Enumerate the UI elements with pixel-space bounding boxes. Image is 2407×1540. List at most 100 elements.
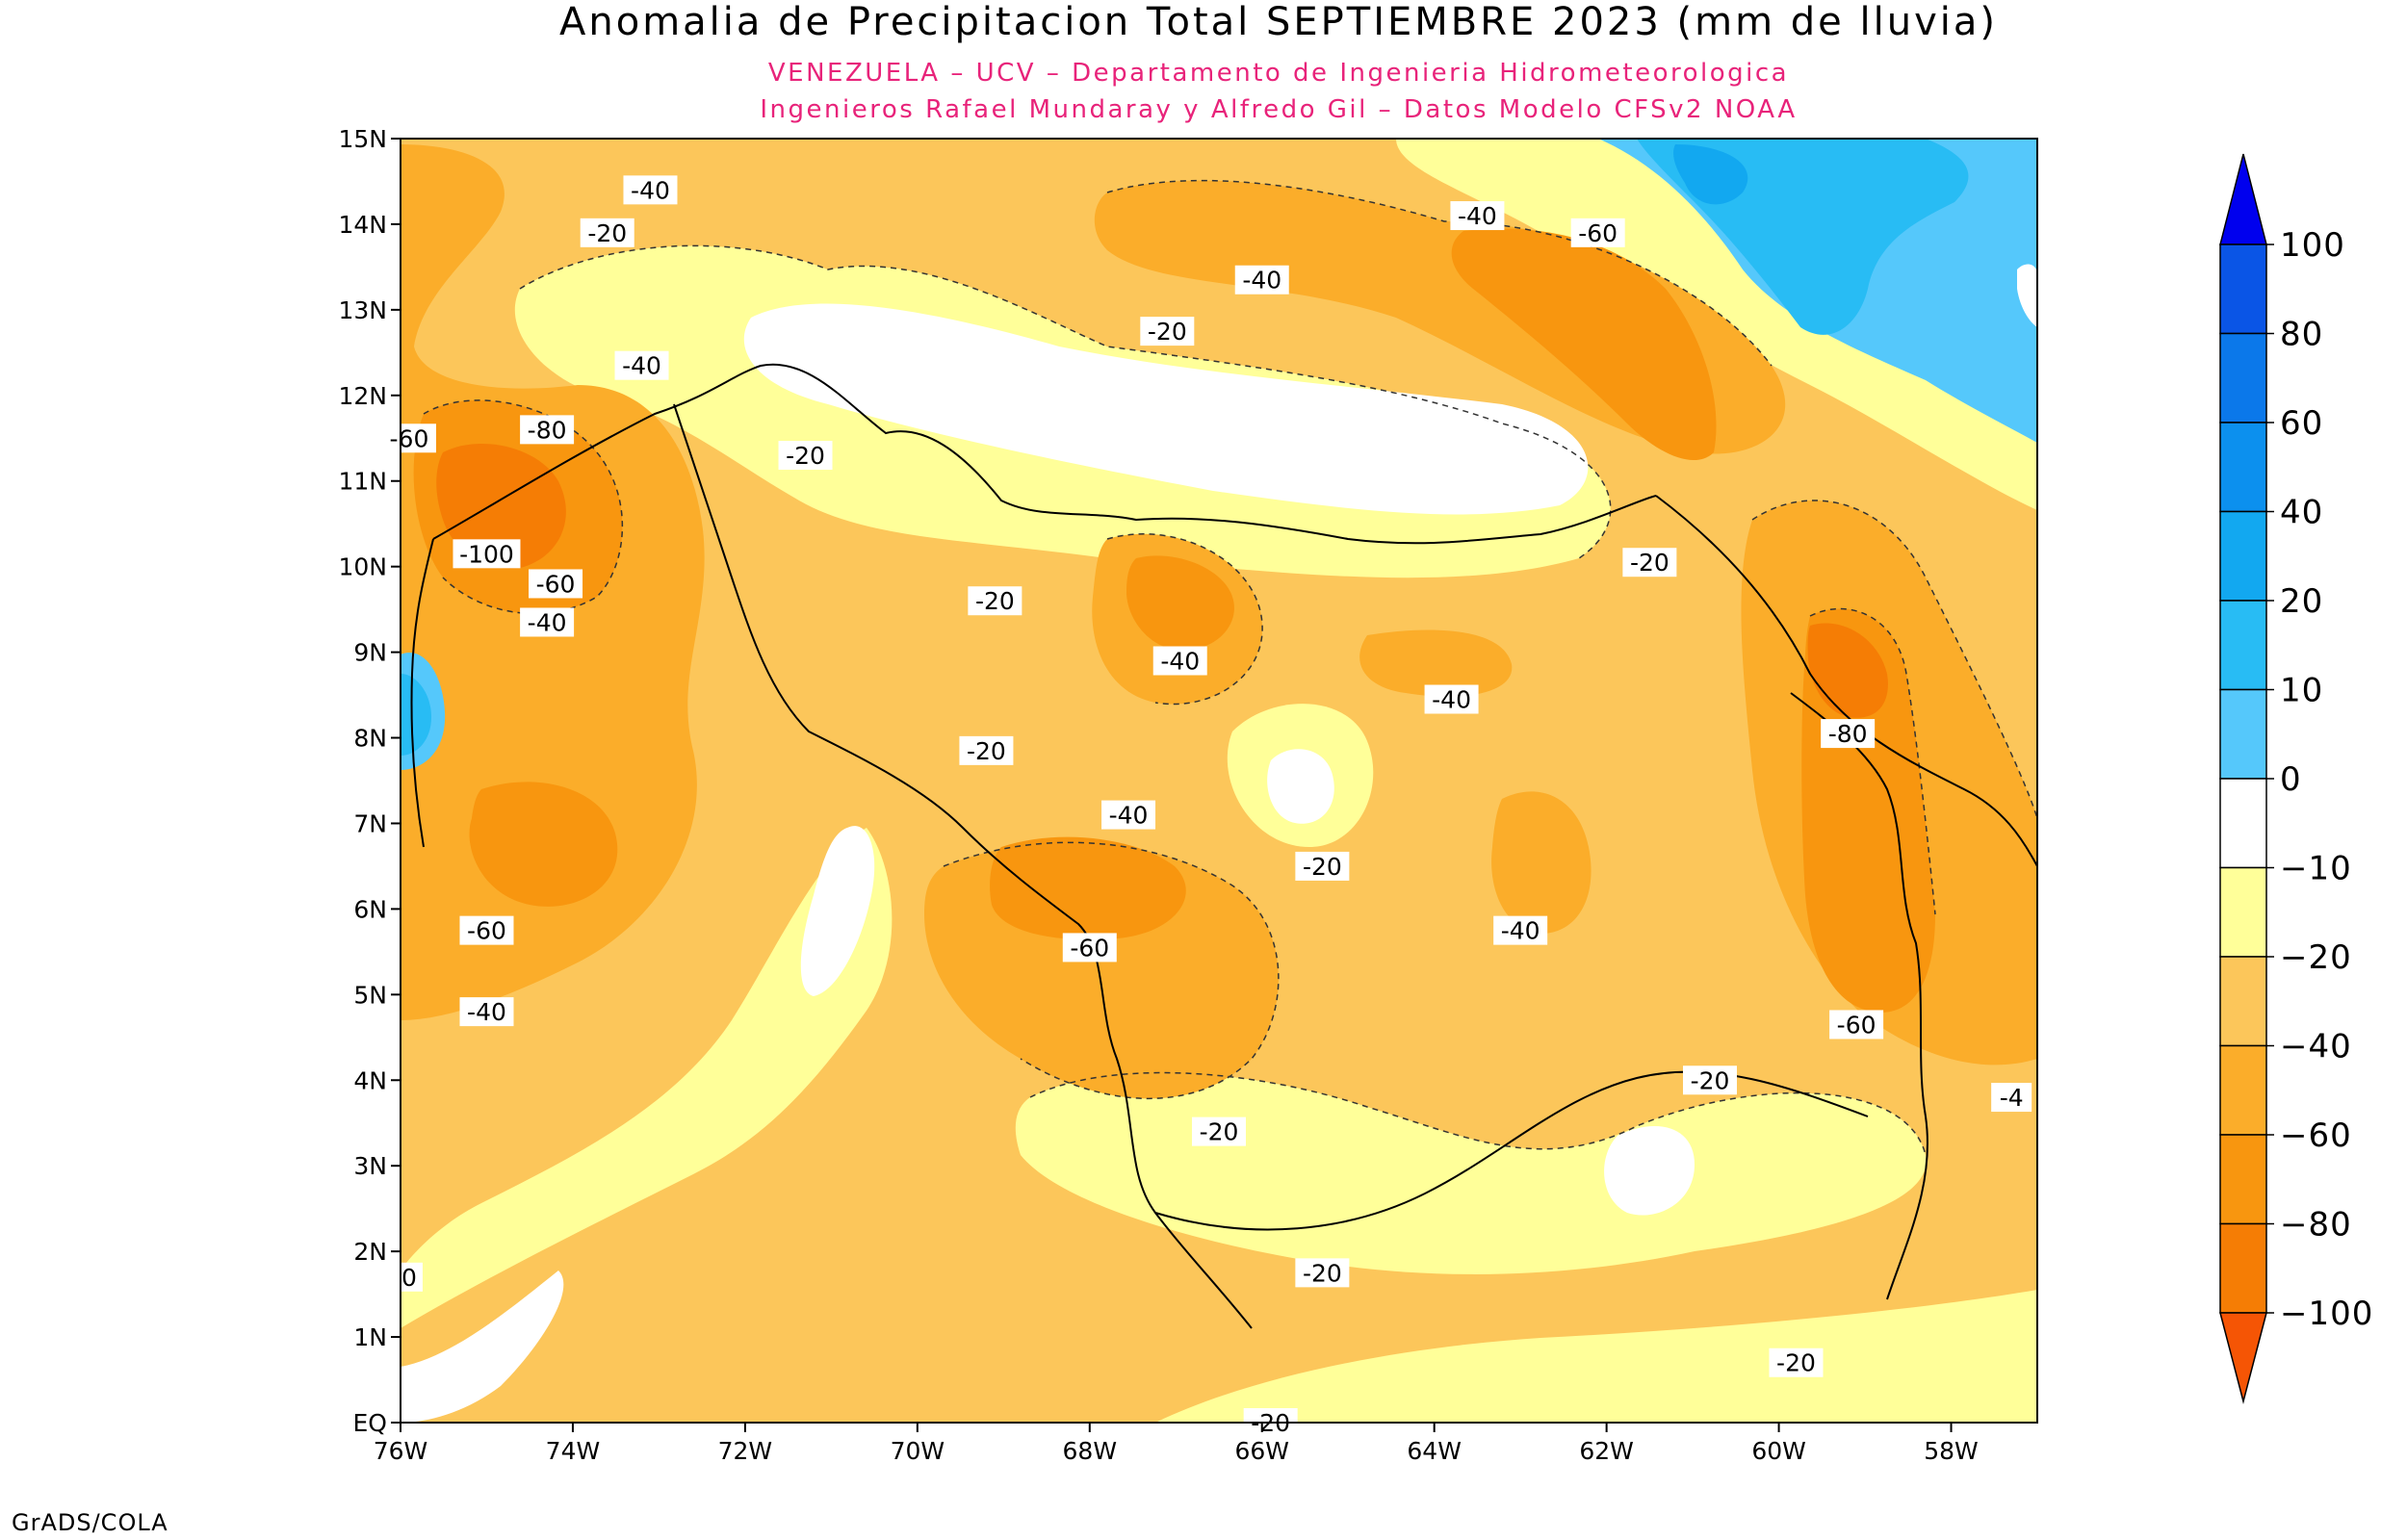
anomaly-shading xyxy=(401,139,2037,1423)
contour-label-box xyxy=(1295,1258,1350,1288)
contour-line xyxy=(519,244,1612,559)
contour-label-text: -20 xyxy=(1630,549,1669,577)
coast-west-colombia xyxy=(410,538,434,848)
contour-label-text: -60 xyxy=(467,917,506,945)
contour-label-box xyxy=(381,424,436,453)
contour-label-box xyxy=(1769,1348,1824,1377)
contour-label: -20 xyxy=(778,441,833,471)
contour-label: -60 xyxy=(1829,1010,1884,1040)
contour-line xyxy=(1751,500,2037,819)
contour-label: -40 xyxy=(1424,684,1479,714)
shade-minus80-west xyxy=(436,444,566,569)
contour-label-box xyxy=(520,415,575,445)
contour-label-box xyxy=(1192,1116,1246,1146)
contour-line xyxy=(423,399,623,615)
contour-label-text: -80 xyxy=(528,416,567,444)
colorbar-label: −80 xyxy=(2280,1206,2352,1245)
contour-label-box xyxy=(520,607,575,637)
contour-label: -40 xyxy=(1450,201,1505,231)
colorbar-box xyxy=(2219,510,2267,602)
contour-label-text: -4 xyxy=(2000,1084,2024,1112)
colorbar-box xyxy=(2219,956,2267,1047)
contour-label: -20 xyxy=(1769,1348,1824,1377)
contour-label-box xyxy=(459,997,514,1027)
contour-label-box xyxy=(959,735,1014,765)
colorbar-bottom-arrow xyxy=(2219,1312,2267,1404)
contour-label-text: -20 xyxy=(967,737,1006,765)
contour-label-box xyxy=(778,441,833,471)
lon-tick-label: 58W xyxy=(1924,1437,1979,1465)
lat-tick-label: 9N xyxy=(353,639,387,667)
colorbar-label: −100 xyxy=(2280,1295,2373,1333)
map-frame xyxy=(400,138,2038,1424)
contour-label: -100 xyxy=(453,539,521,569)
contour-line xyxy=(1809,607,1936,915)
shade-minus80-east xyxy=(1807,623,1888,718)
contour-label: -4 xyxy=(1991,1083,2032,1113)
contour-label-text: -40 xyxy=(1242,267,1281,295)
shade-white-central xyxy=(1267,749,1334,824)
contour-label-box xyxy=(614,350,669,380)
lon-tick-label: 66W xyxy=(1234,1437,1289,1465)
colorbar-label: 10 xyxy=(2280,672,2323,710)
contour-label-box xyxy=(1062,933,1117,962)
lat-tick-label: 13N xyxy=(338,296,387,324)
contour-label-box xyxy=(453,539,521,569)
lat-tick-label: 7N xyxy=(353,809,387,837)
lat-tick-label: 8N xyxy=(353,725,387,753)
contour-label-box xyxy=(1570,218,1625,247)
shade-minus60-northeast xyxy=(1451,228,1717,461)
grads-credit: GrADS/COLA xyxy=(12,1509,168,1536)
shade-minus40-mid xyxy=(1491,791,1592,934)
contour-label-box xyxy=(1140,317,1195,346)
contour-line xyxy=(1106,179,1773,367)
shade-white-caribbean xyxy=(743,303,1589,515)
latitude-axis: 15N 14N 13N 12N 11N 10N 9N 8N 7N 6N 5N 4N 3N 2N 1N EQ xyxy=(338,125,401,1437)
contour-label-text: -100 xyxy=(459,540,514,568)
contour-line xyxy=(1029,1071,1927,1156)
contour-label-text: -40 xyxy=(1501,917,1540,945)
colorbar-label: 80 xyxy=(2280,316,2323,354)
contour-label-text: -40 xyxy=(1432,686,1471,714)
contour-label-text: -20 xyxy=(1776,1349,1816,1377)
contour-label-box xyxy=(1493,915,1548,945)
contour-label: -60 xyxy=(1062,933,1117,962)
contour-label-layer: -40 -20 -40 -80 -60 -100 -60 -40 -20 -20 -20 -40 -40… xyxy=(381,175,2032,1437)
contour-label-text: -20 xyxy=(1200,1118,1239,1146)
contour-label-text: -20 xyxy=(1303,853,1342,881)
shade-white-gulf-northeast xyxy=(2017,264,2037,327)
contour-label: -40 xyxy=(623,175,678,205)
colorbar-label: −20 xyxy=(2280,938,2352,977)
shade-minus60-center xyxy=(1126,555,1234,651)
contour-label: -40 xyxy=(614,350,669,380)
map-subtitle-line2: Ingenieros Rafael Mundaray y Alfredo Gil… xyxy=(760,95,1797,124)
colorbar-label: 60 xyxy=(2280,404,2323,443)
contour-label: -60 xyxy=(529,569,583,599)
map-title: Anomalia de Precipitacion Total SEPTIEMB… xyxy=(559,0,1998,44)
contour-label: -20 xyxy=(580,218,634,247)
colorbar-top-arrow xyxy=(2219,153,2267,245)
colorbar-box xyxy=(2219,1044,2267,1136)
lat-tick-label: 6N xyxy=(353,895,387,923)
shade-minus60-southwest xyxy=(469,782,618,907)
contour-label: -20 xyxy=(1192,1116,1246,1146)
contour-label-text: -60 xyxy=(390,424,429,452)
contour-label-box xyxy=(1424,684,1479,714)
contour-label-box xyxy=(1829,1010,1884,1040)
lon-tick-label: 60W xyxy=(1751,1437,1806,1465)
contour-label-text: -40 xyxy=(1109,802,1149,830)
colorbar-box xyxy=(2219,866,2267,958)
lat-tick-label: 2N xyxy=(353,1238,387,1266)
colorbar-box xyxy=(2219,778,2267,869)
colorbar-box xyxy=(2219,244,2267,335)
contour-label: -60 xyxy=(1570,218,1625,247)
colorbar-box xyxy=(2219,422,2267,513)
shade-yellow-bottom xyxy=(1155,1290,2037,1423)
contour-label: -20 xyxy=(959,735,1014,765)
border-venezuela-guyana xyxy=(1790,692,1928,1300)
lon-tick-label: 76W xyxy=(374,1437,428,1465)
contour-label-text: -20 xyxy=(1691,1066,1730,1094)
contour-label-box xyxy=(1991,1083,2032,1113)
border-brazil xyxy=(1154,1070,1869,1231)
contour-label: -40 xyxy=(1152,646,1207,676)
